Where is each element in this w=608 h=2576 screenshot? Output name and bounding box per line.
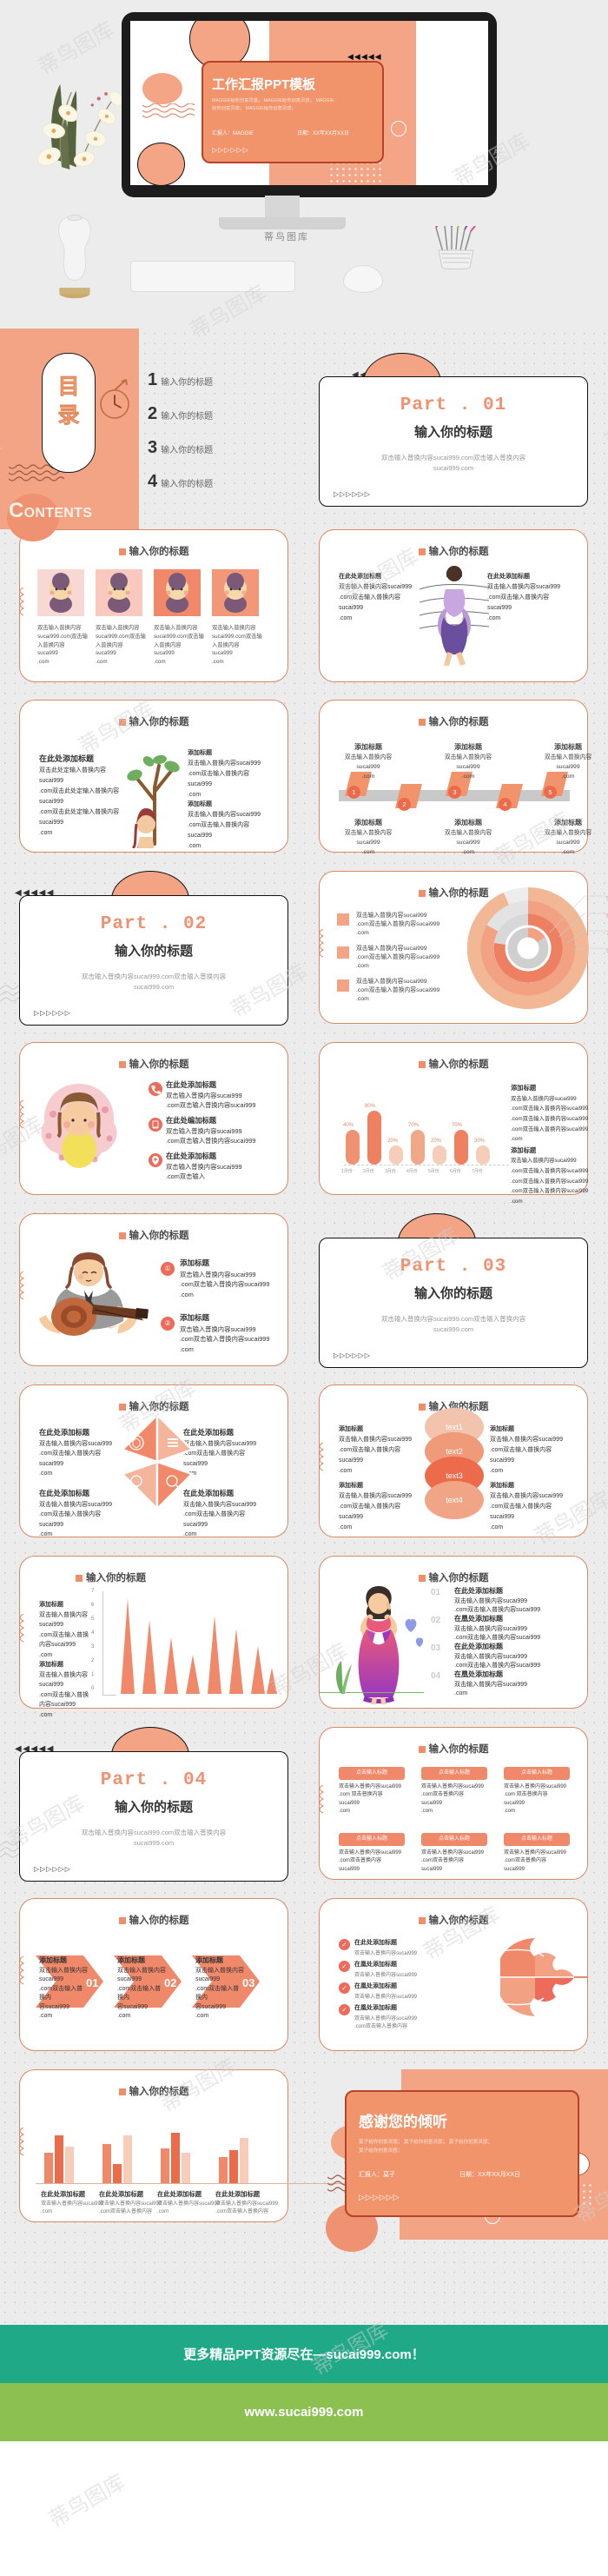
svg-text:03: 03 bbox=[242, 1976, 254, 1989]
svg-text:text1: text1 bbox=[446, 1423, 463, 1431]
svg-text:01: 01 bbox=[86, 1976, 98, 1989]
svg-text:text3: text3 bbox=[446, 1471, 463, 1480]
svg-text:text2: text2 bbox=[446, 1447, 463, 1456]
svg-text:text4: text4 bbox=[446, 1496, 463, 1504]
svg-text:02: 02 bbox=[164, 1976, 176, 1989]
